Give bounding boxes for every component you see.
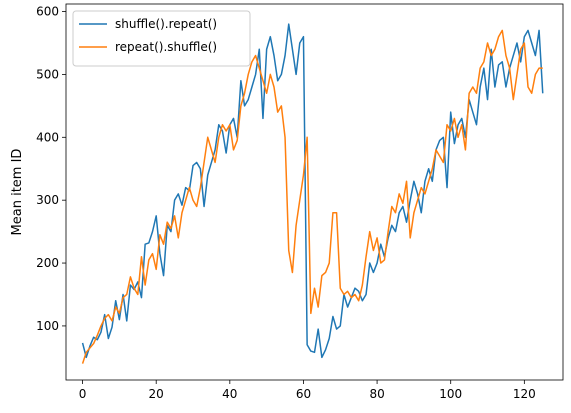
series-line-2	[81, 29, 543, 364]
legend-entries: shuffle().repeat() repeat().shuffle()	[79, 17, 217, 54]
y-tick-label: 600	[36, 5, 59, 19]
x-tick-label: 40	[222, 387, 237, 401]
y-axis-ticks: 100 200 300 400 500 600	[36, 5, 66, 333]
x-tick-label: 100	[439, 387, 462, 401]
x-tick-label: 20	[149, 387, 164, 401]
x-axis-ticks: 0 20 40 60 80 100 120	[79, 380, 536, 401]
x-tick-label: 80	[369, 387, 384, 401]
y-tick-label: 200	[36, 256, 59, 270]
legend-label-1: shuffle().repeat()	[115, 17, 217, 31]
y-tick-label: 100	[36, 319, 59, 333]
x-tick-label: 0	[79, 387, 87, 401]
y-axis-label: Mean item ID	[10, 149, 25, 236]
y-tick-label: 400	[36, 130, 59, 144]
legend-frame	[72, 10, 251, 67]
y-tick-label: 500	[36, 67, 59, 81]
legend: shuffle().repeat() repeat().shuffle()	[72, 10, 251, 67]
x-tick-label: 120	[513, 387, 536, 401]
x-tick-label: 60	[296, 387, 311, 401]
y-tick-label: 300	[36, 193, 59, 207]
plot-frame	[65, 3, 564, 381]
legend-label-2: repeat().shuffle()	[115, 40, 217, 54]
series-layer	[81, 23, 544, 364]
